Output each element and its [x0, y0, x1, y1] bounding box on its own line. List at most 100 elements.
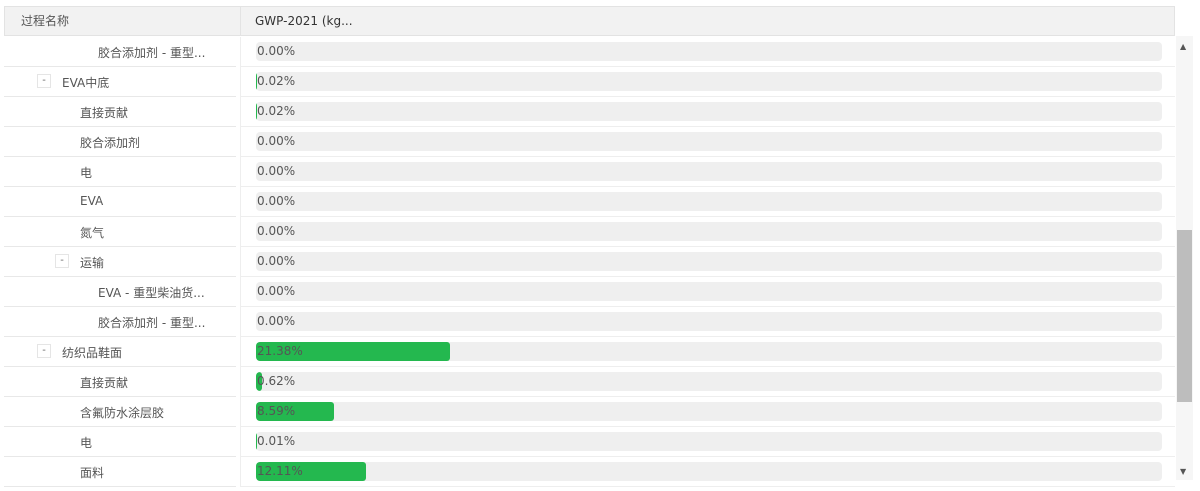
process-name: EVA中底 [62, 76, 110, 90]
process-name: 运输 [80, 256, 105, 270]
table-row[interactable]: - 纺织品鞋面 21.38% [4, 337, 1175, 367]
scroll-down-icon[interactable]: ▼ [1180, 467, 1187, 476]
process-name: 面料 [80, 466, 105, 480]
column-header-process-name[interactable]: 过程名称 [5, 7, 241, 35]
contribution-bar-track: 8.59% [256, 402, 1162, 421]
contribution-bar-track: 0.00% [256, 132, 1162, 151]
gwp-cell: 0.02% [240, 97, 1175, 127]
contribution-bar-track: 0.00% [256, 312, 1162, 331]
gwp-cell: 0.00% [240, 277, 1175, 307]
process-name-cell: 胶合添加剂 - 重型... [4, 307, 236, 337]
process-name-cell: 胶合添加剂 [4, 127, 236, 157]
table-row[interactable]: - 运输 0.00% [4, 247, 1175, 277]
contribution-bar-track: 0.00% [256, 282, 1162, 301]
gwp-cell: 12.11% [240, 457, 1175, 487]
contribution-bar-fill [256, 432, 258, 451]
contribution-percent: 0.00% [257, 44, 296, 58]
table-row[interactable]: EVA 0.00% [4, 187, 1175, 217]
process-name-cell: EVA - 重型柴油货... [4, 277, 236, 307]
process-name: EVA [80, 194, 104, 208]
contribution-percent: 21.38% [257, 344, 303, 358]
table-row[interactable]: 胶合添加剂 - 重型... 0.00% [4, 37, 1175, 67]
gwp-cell: 0.00% [240, 307, 1175, 337]
process-name-cell: 电 [4, 157, 236, 187]
process-name: 直接贡献 [80, 106, 129, 120]
table-row[interactable]: 胶合添加剂 0.00% [4, 127, 1175, 157]
table-row[interactable]: 含氟防水涂层胶 8.59% [4, 397, 1175, 427]
gwp-cell: 0.62% [240, 367, 1175, 397]
process-name: 电 [80, 166, 93, 180]
column-header-gwp[interactable]: GWP-2021 (kg... [255, 14, 353, 28]
gwp-cell: 0.00% [240, 157, 1175, 187]
contribution-percent: 0.00% [257, 194, 296, 208]
contribution-bar-fill [256, 72, 258, 91]
table-row[interactable]: 电 0.00% [4, 157, 1175, 187]
contribution-percent: 0.00% [257, 134, 296, 148]
contribution-bar-track: 0.00% [256, 162, 1162, 181]
collapse-toggle[interactable]: - [37, 74, 51, 88]
table-row[interactable]: 电 0.01% [4, 427, 1175, 457]
contribution-bar-track: 0.62% [256, 372, 1162, 391]
process-name-cell: 直接贡献 [4, 367, 236, 397]
gwp-cell: 0.01% [240, 427, 1175, 457]
contribution-percent: 0.00% [257, 254, 296, 268]
process-name-cell: 含氟防水涂层胶 [4, 397, 236, 427]
process-name: 氮气 [80, 226, 105, 240]
contribution-bar-fill [256, 402, 334, 421]
table-row[interactable]: - EVA中底 0.02% [4, 67, 1175, 97]
table-header: 过程名称 GWP-2021 (kg... [4, 6, 1175, 36]
contribution-bar-fill [256, 342, 450, 361]
contribution-percent: 0.00% [257, 164, 296, 178]
contribution-bar-track: 21.38% [256, 342, 1162, 361]
vertical-scrollbar[interactable]: ▲ ▼ [1176, 36, 1193, 480]
process-name-cell: EVA [4, 187, 236, 217]
gwp-cell: 0.00% [240, 217, 1175, 247]
gwp-cell: 8.59% [240, 397, 1175, 427]
table-row[interactable]: 直接贡献 0.62% [4, 367, 1175, 397]
table-row[interactable]: 直接贡献 0.02% [4, 97, 1175, 127]
contribution-percent: 0.00% [257, 314, 296, 328]
process-name-cell: - EVA中底 [4, 67, 236, 97]
collapse-toggle[interactable]: - [55, 254, 69, 268]
gwp-cell: 0.00% [240, 247, 1175, 277]
gwp-cell: 0.00% [240, 127, 1175, 157]
process-name-cell: 直接贡献 [4, 97, 236, 127]
process-name-cell: 氮气 [4, 217, 236, 247]
process-name: 直接贡献 [80, 376, 129, 390]
contribution-percent: 0.02% [257, 104, 296, 118]
process-name: 电 [80, 436, 93, 450]
gwp-cell: 21.38% [240, 337, 1175, 367]
process-name: EVA - 重型柴油货... [98, 286, 205, 300]
process-name-cell: 胶合添加剂 - 重型... [4, 37, 236, 67]
process-name: 纺织品鞋面 [62, 346, 123, 360]
process-name-cell: - 运输 [4, 247, 236, 277]
process-name-cell: - 纺织品鞋面 [4, 337, 236, 367]
contribution-bar-track: 12.11% [256, 462, 1162, 481]
contribution-percent: 0.62% [257, 374, 296, 388]
contribution-bar-track: 0.01% [256, 432, 1162, 451]
contribution-bar-track: 0.02% [256, 102, 1162, 121]
table-row[interactable]: 胶合添加剂 - 重型... 0.00% [4, 307, 1175, 337]
contribution-percent: 12.11% [257, 464, 303, 478]
contribution-bar-track: 0.00% [256, 222, 1162, 241]
contribution-bar-track: 0.00% [256, 42, 1162, 61]
gwp-cell: 0.02% [240, 67, 1175, 97]
process-name: 含氟防水涂层胶 [80, 406, 165, 420]
contribution-bar-fill [256, 462, 366, 481]
table-row[interactable]: EVA - 重型柴油货... 0.00% [4, 277, 1175, 307]
process-name-cell: 电 [4, 427, 236, 457]
process-name: 胶合添加剂 - 重型... [98, 316, 206, 330]
table-row[interactable]: 氮气 0.00% [4, 217, 1175, 247]
contribution-bar-fill [256, 102, 258, 121]
table-row[interactable]: 面料 12.11% [4, 457, 1175, 487]
gwp-cell: 0.00% [240, 37, 1175, 67]
process-name-cell: 面料 [4, 457, 236, 487]
scroll-up-icon[interactable]: ▲ [1180, 42, 1187, 51]
process-name: 胶合添加剂 - 重型... [98, 46, 206, 60]
contribution-bar-fill [256, 372, 262, 391]
contribution-bar-track: 0.00% [256, 192, 1162, 211]
collapse-toggle[interactable]: - [37, 344, 51, 358]
contribution-percent: 0.01% [257, 434, 296, 448]
scrollbar-thumb[interactable] [1177, 230, 1192, 402]
